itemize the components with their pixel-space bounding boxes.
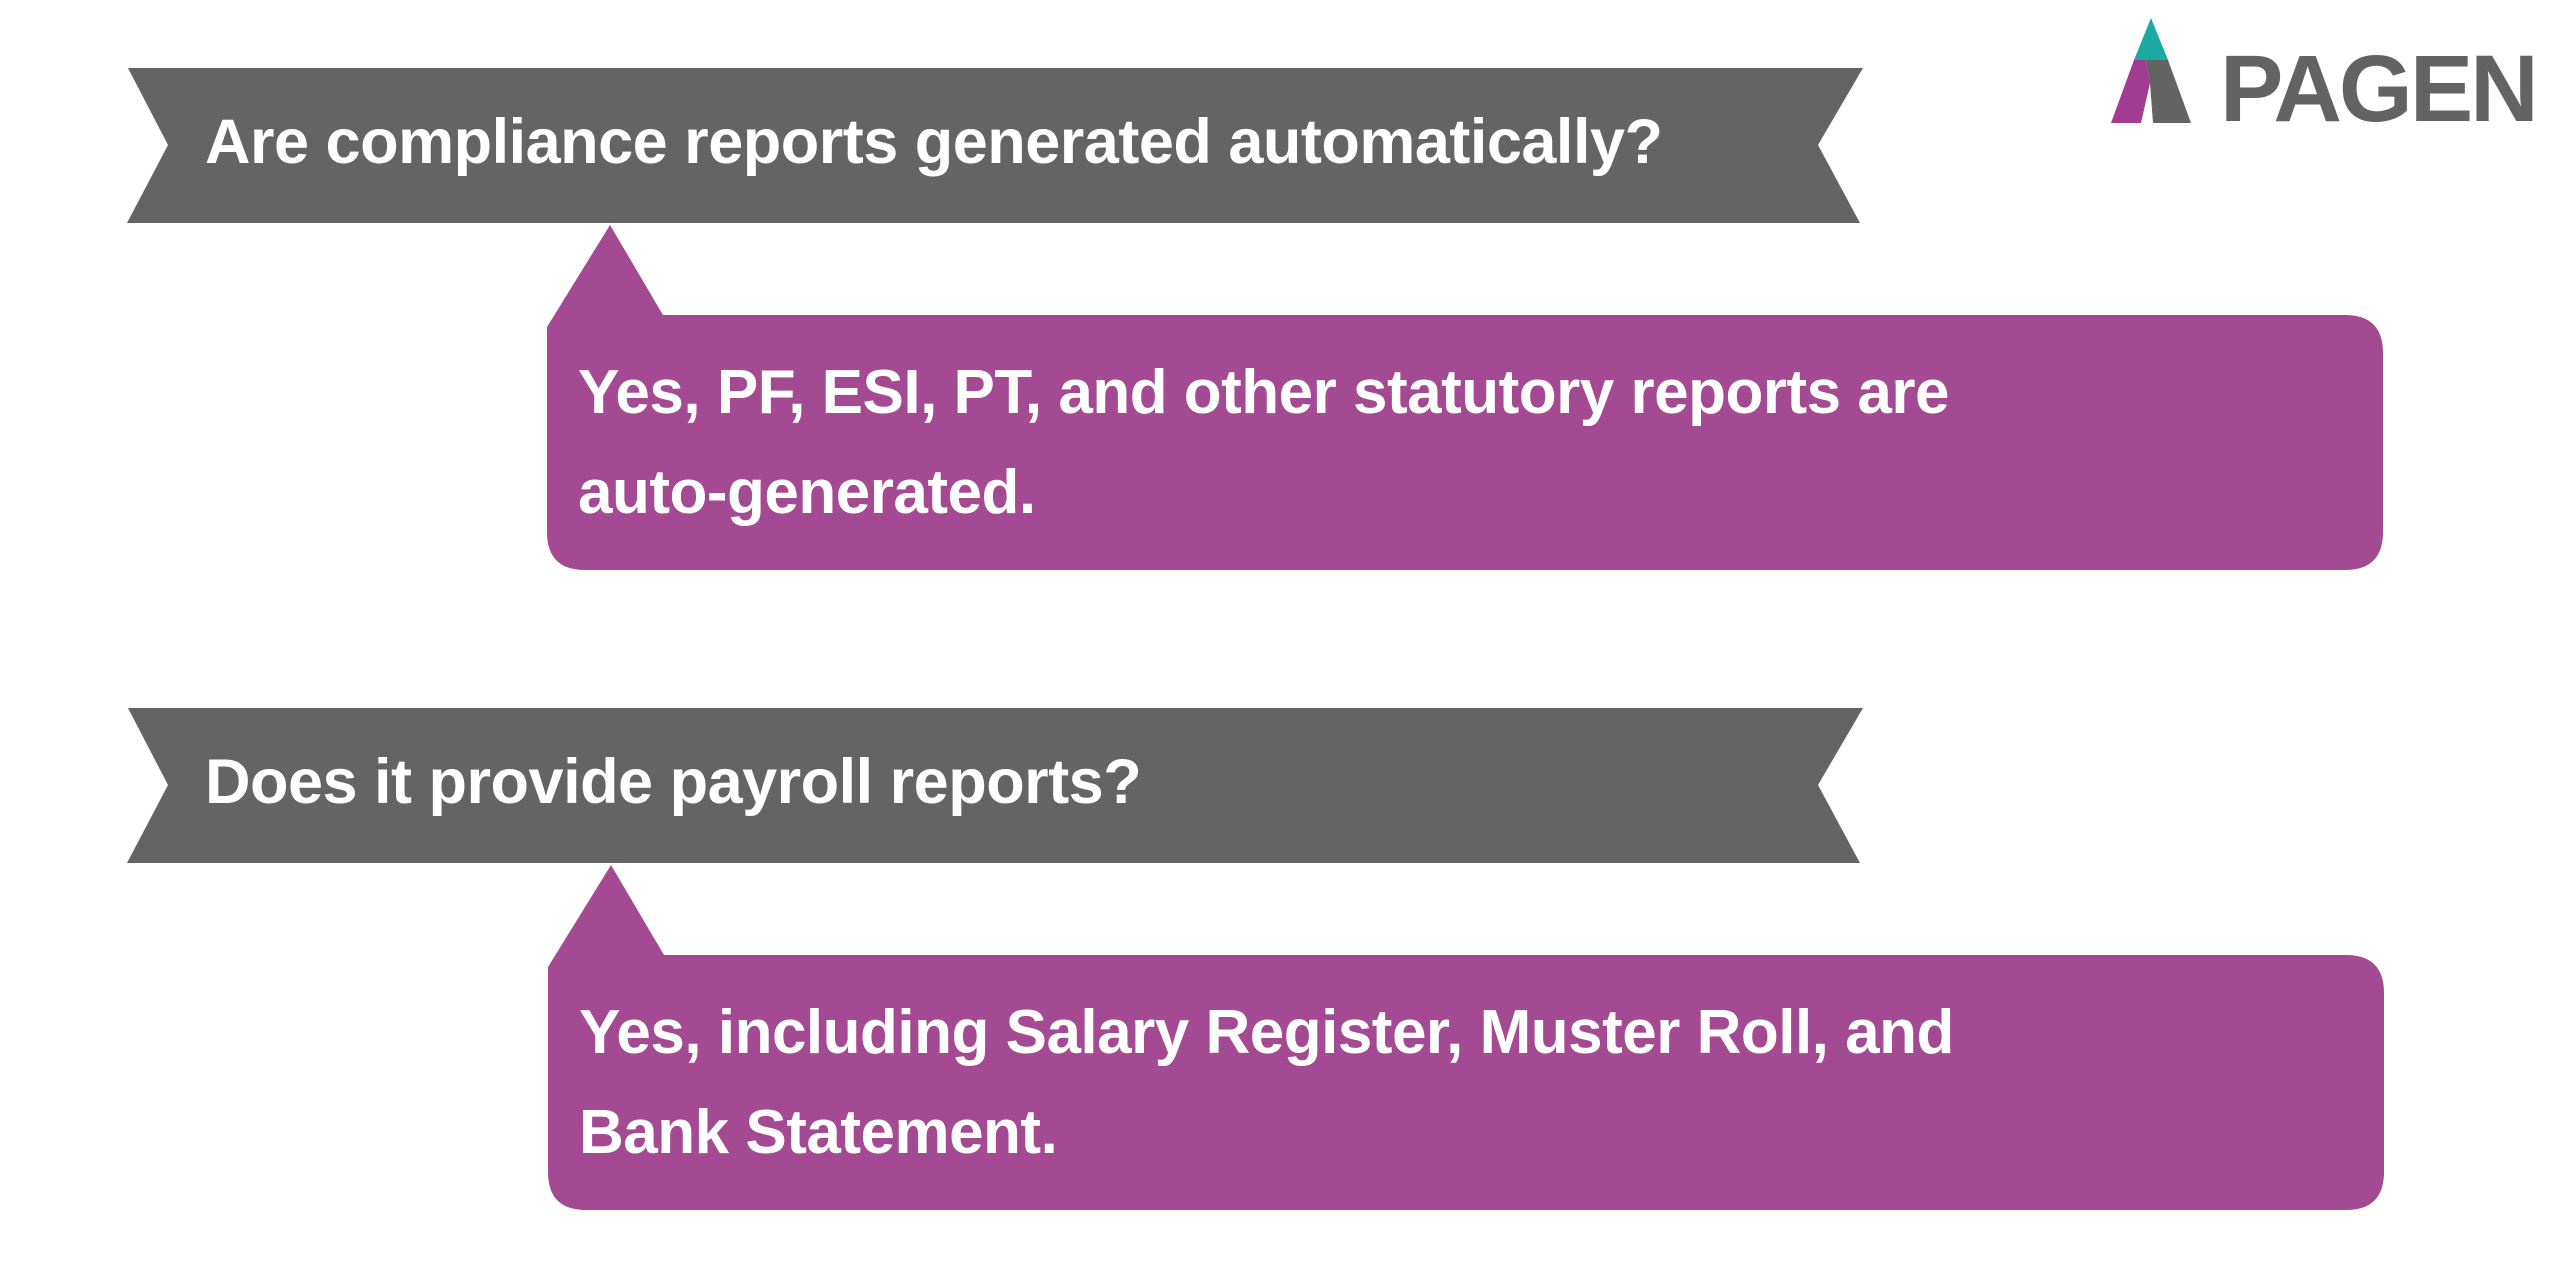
question-ribbon-2-shape <box>127 708 1863 863</box>
question-2: Does it provide payroll reports? <box>127 704 1863 859</box>
answer-bubble-1 <box>547 225 2383 570</box>
answer-bubble-2 <box>548 865 2384 1210</box>
question-1-text: Are compliance reports generated automat… <box>205 106 1663 177</box>
logo-triangle-gray-part <box>2146 60 2191 123</box>
logo-triangle-magenta-part <box>2111 60 2150 123</box>
answer-1-line-1: Yes, PF, ESI, PT, and other statutory re… <box>578 357 1949 427</box>
answer-bubble-2-shape <box>548 865 2384 1210</box>
question-ribbon-2 <box>127 708 1863 863</box>
question-2-text: Does it provide payroll reports? <box>205 746 1142 817</box>
question-ribbon-1 <box>127 68 1863 223</box>
answer-1-line-2: auto-generated. <box>578 457 1036 527</box>
question-ribbon-1-shape <box>127 68 1863 223</box>
logo-triangle-teal-part <box>2134 18 2168 60</box>
brand-logo: PAGEN <box>2108 10 2539 137</box>
question-1: Are compliance reports generated automat… <box>127 64 1863 219</box>
logo-wordmark: PAGEN <box>2220 36 2539 142</box>
answer-1: Yes, PF, ESI, PT, and other statutory re… <box>547 315 2383 570</box>
answer-2: Yes, including Salary Register, Muster R… <box>548 955 2384 1210</box>
answer-bubble-1-shape <box>547 225 2383 570</box>
logo-triangle-icon <box>2111 18 2191 123</box>
answer-2-line-1: Yes, including Salary Register, Muster R… <box>579 997 1954 1067</box>
answer-2-line-2: Bank Statement. <box>579 1097 1058 1167</box>
